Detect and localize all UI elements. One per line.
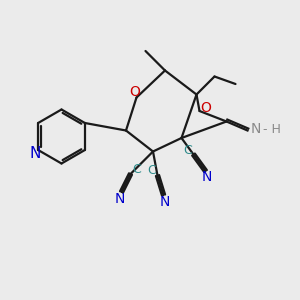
Text: N: N xyxy=(160,195,170,208)
Text: C: C xyxy=(133,163,142,176)
Text: N: N xyxy=(202,170,212,184)
Text: C: C xyxy=(147,164,156,178)
Text: N: N xyxy=(115,192,125,206)
Text: C: C xyxy=(183,143,192,157)
Text: O: O xyxy=(130,85,140,99)
Text: - H: - H xyxy=(263,123,281,136)
Text: N: N xyxy=(29,146,41,160)
Text: O: O xyxy=(201,101,212,115)
Text: N: N xyxy=(251,122,262,136)
